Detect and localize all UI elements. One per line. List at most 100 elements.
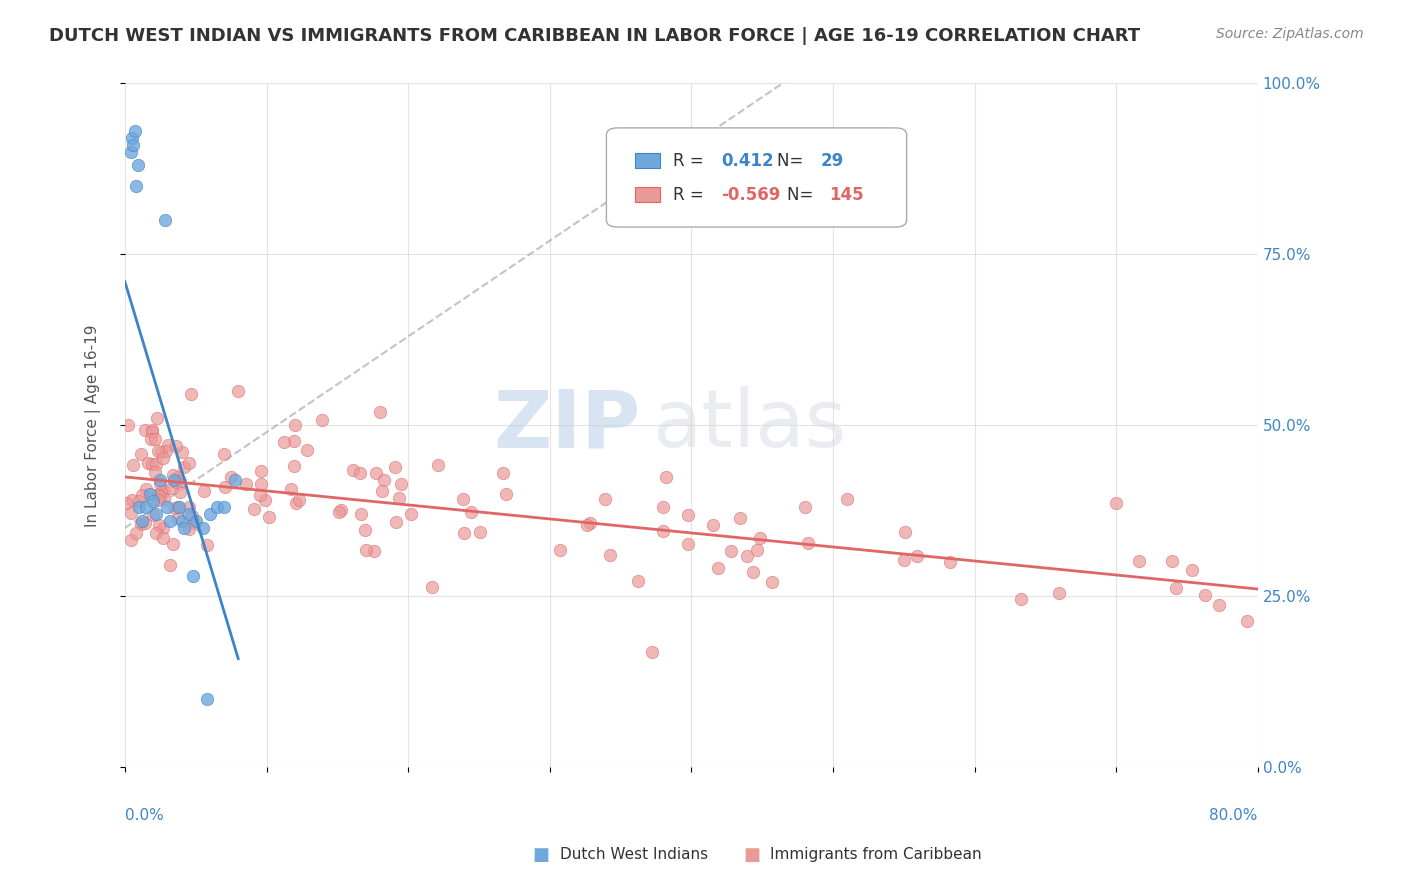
Point bbox=[742, 565, 765, 579]
Point bbox=[167, 500, 190, 515]
Point bbox=[655, 470, 678, 484]
Point bbox=[156, 438, 179, 452]
Point bbox=[150, 484, 173, 499]
Point bbox=[152, 484, 174, 499]
Point bbox=[181, 509, 204, 524]
Point bbox=[749, 531, 772, 545]
Point bbox=[453, 525, 475, 540]
Point bbox=[115, 496, 138, 510]
Point bbox=[243, 502, 266, 516]
Text: N=: N= bbox=[786, 186, 818, 204]
Point bbox=[368, 405, 391, 419]
Point bbox=[426, 458, 449, 472]
Point bbox=[295, 443, 318, 458]
Point bbox=[148, 493, 170, 508]
Point bbox=[676, 537, 699, 551]
Point bbox=[162, 467, 184, 482]
Point bbox=[125, 179, 148, 194]
Text: ZIP: ZIP bbox=[494, 386, 640, 465]
Point bbox=[142, 508, 165, 522]
Text: 29: 29 bbox=[821, 152, 844, 169]
Point bbox=[384, 459, 406, 474]
Point bbox=[548, 543, 571, 558]
Point bbox=[837, 491, 859, 506]
Point bbox=[195, 538, 218, 552]
Point bbox=[745, 543, 768, 558]
Point bbox=[641, 644, 664, 658]
Point bbox=[761, 574, 783, 589]
Point bbox=[720, 543, 742, 558]
Point bbox=[169, 474, 191, 488]
Point bbox=[706, 561, 728, 575]
Text: Dutch West Indians: Dutch West Indians bbox=[560, 847, 707, 862]
Point bbox=[173, 459, 195, 474]
Point bbox=[938, 555, 960, 569]
Point bbox=[329, 503, 352, 517]
Bar bbox=[634, 153, 659, 169]
Point bbox=[128, 494, 150, 508]
Point bbox=[153, 213, 176, 227]
Text: atlas: atlas bbox=[652, 386, 846, 465]
Point bbox=[153, 491, 176, 506]
Point bbox=[120, 533, 142, 547]
Point bbox=[627, 574, 650, 588]
Point bbox=[214, 480, 236, 494]
Point bbox=[172, 444, 194, 458]
Point bbox=[124, 525, 146, 540]
Text: R =: R = bbox=[673, 152, 709, 169]
Point bbox=[145, 410, 167, 425]
Point bbox=[142, 493, 165, 508]
Point bbox=[134, 516, 156, 531]
Point bbox=[181, 569, 204, 583]
Point bbox=[141, 423, 163, 437]
Point bbox=[385, 516, 408, 530]
Point bbox=[152, 450, 174, 465]
Text: ■: ■ bbox=[533, 846, 550, 863]
Point bbox=[117, 417, 139, 432]
Point bbox=[593, 491, 616, 506]
FancyBboxPatch shape bbox=[606, 128, 907, 227]
Point bbox=[1194, 588, 1216, 602]
Point bbox=[350, 507, 373, 521]
Point bbox=[599, 549, 621, 563]
Point bbox=[349, 466, 371, 480]
Point bbox=[342, 462, 364, 476]
Point bbox=[212, 500, 235, 515]
Point bbox=[284, 418, 307, 433]
Point bbox=[146, 487, 169, 501]
Point bbox=[134, 423, 156, 437]
Point bbox=[148, 517, 170, 532]
Point bbox=[702, 517, 724, 532]
Point bbox=[191, 521, 214, 535]
Point bbox=[149, 473, 172, 487]
Point bbox=[160, 481, 183, 495]
Point bbox=[127, 159, 149, 173]
Y-axis label: In Labor Force | Age 16-19: In Labor Force | Age 16-19 bbox=[86, 324, 101, 526]
Point bbox=[184, 514, 207, 528]
Point bbox=[141, 457, 163, 471]
Point bbox=[250, 464, 273, 478]
Point bbox=[120, 145, 142, 159]
Point bbox=[373, 473, 395, 487]
Point bbox=[371, 483, 394, 498]
Point bbox=[492, 467, 515, 481]
Text: 145: 145 bbox=[830, 186, 865, 204]
Point bbox=[363, 543, 385, 558]
Point bbox=[121, 493, 143, 508]
Point bbox=[149, 476, 172, 491]
Point bbox=[120, 507, 142, 521]
Point bbox=[273, 434, 295, 449]
Point bbox=[145, 457, 167, 471]
Point bbox=[354, 523, 377, 537]
Point bbox=[1208, 598, 1230, 612]
Point bbox=[219, 470, 242, 484]
Point bbox=[166, 470, 188, 484]
Point bbox=[179, 456, 201, 470]
Point bbox=[143, 465, 166, 479]
Point bbox=[170, 514, 193, 528]
Point bbox=[797, 536, 820, 550]
Point bbox=[250, 477, 273, 491]
Point bbox=[735, 549, 758, 563]
Point bbox=[139, 432, 162, 446]
Point bbox=[364, 466, 387, 480]
